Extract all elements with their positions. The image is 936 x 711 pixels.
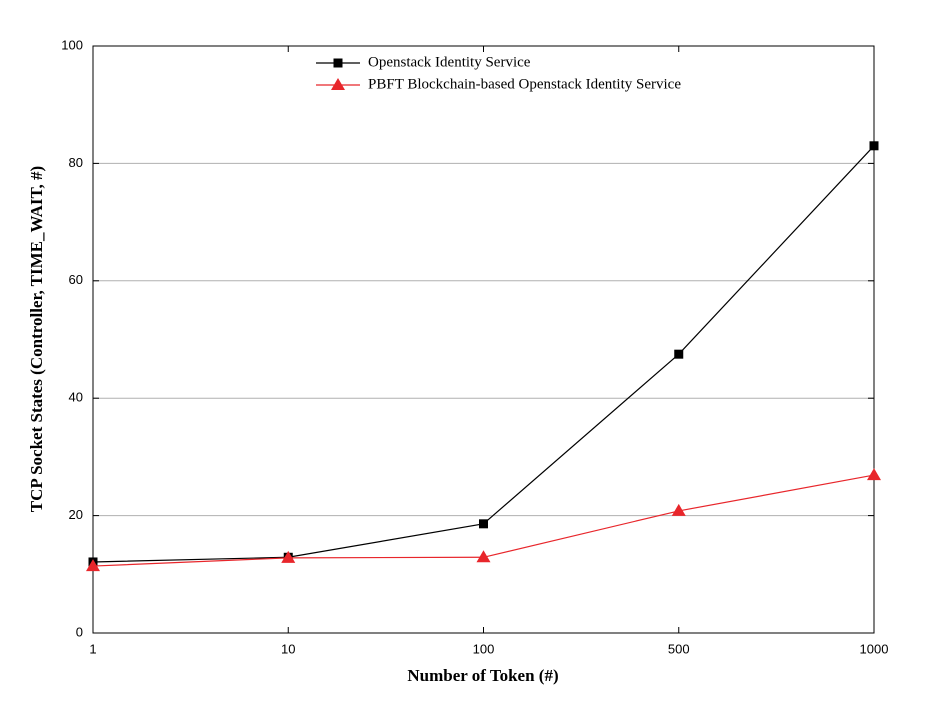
y-tick-label: 60 (69, 272, 83, 287)
y-tick-label: 20 (69, 507, 83, 522)
legend-marker (331, 78, 345, 90)
data-point (476, 550, 491, 563)
plot-frame (92, 45, 875, 634)
x-tick-label: 1000 (860, 641, 889, 656)
series-line (92, 145, 875, 563)
x-tick-label: 1 (89, 641, 96, 656)
data-point (671, 503, 686, 516)
legend-label: PBFT Blockchain-based Openstack Identity… (368, 76, 681, 92)
x-tick-label: 500 (668, 641, 690, 656)
x-tick-label: 10 (281, 641, 295, 656)
y-tick-label: 0 (76, 624, 83, 639)
y-axis-label: TCP Socket States (Controller, TIME_WAIT… (27, 166, 46, 512)
x-tick-label: 100 (473, 641, 495, 656)
data-point (674, 349, 684, 359)
y-tick-label: 100 (61, 37, 83, 52)
legend-label: Openstack Identity Service (368, 54, 531, 70)
legend-marker (333, 58, 343, 68)
y-tick-label: 80 (69, 155, 83, 170)
data-point (867, 468, 881, 481)
data-point (479, 519, 488, 529)
x-axis-label: Number of Token (#) (407, 666, 558, 685)
data-point (86, 559, 100, 572)
data-point (281, 550, 296, 563)
y-tick-label: 40 (69, 390, 83, 405)
data-point (869, 141, 879, 151)
